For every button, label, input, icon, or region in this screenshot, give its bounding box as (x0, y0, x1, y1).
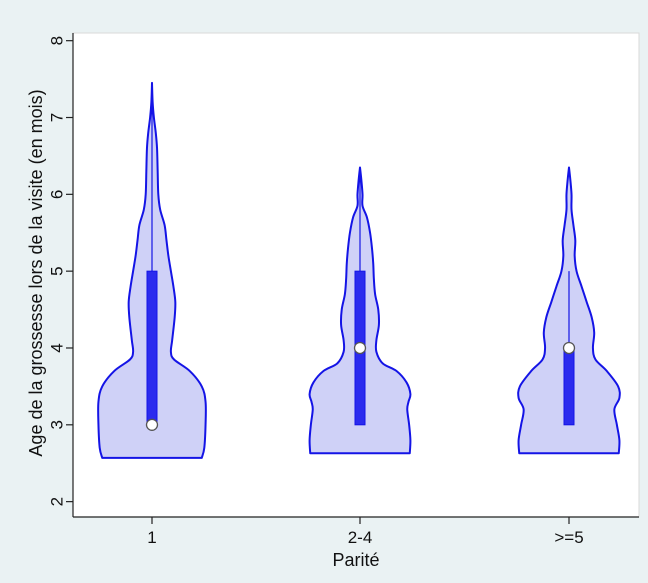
y-tick-label: 6 (47, 190, 66, 199)
median-marker (353, 341, 367, 355)
median-marker (562, 341, 576, 355)
y-axis: 2 3 4 5 6 7 8 (47, 33, 74, 517)
x-axis-title: Parité (332, 550, 379, 570)
y-tick-label: 5 (47, 266, 66, 275)
y-tick-label: 4 (47, 343, 66, 352)
y-tick-label: 2 (47, 497, 66, 506)
x-tick-label: 1 (147, 528, 156, 547)
x-tick-label: 2-4 (348, 528, 373, 547)
y-tick-label: 3 (47, 420, 66, 429)
y-tick-label: 7 (47, 113, 66, 122)
violin-group (97, 81, 207, 459)
violin-box (146, 270, 158, 426)
violins-layer (97, 81, 621, 459)
x-axis: 1 2-4 >=5 (73, 516, 639, 547)
x-tick-label: >=5 (554, 528, 583, 547)
y-axis-title: Age de la grossesse lors de la visite (e… (26, 89, 46, 456)
violin-box (563, 347, 575, 426)
violin-group (308, 166, 412, 455)
y-tick-label: 8 (47, 36, 66, 45)
violin-group (517, 166, 621, 455)
median-marker (145, 418, 159, 431)
